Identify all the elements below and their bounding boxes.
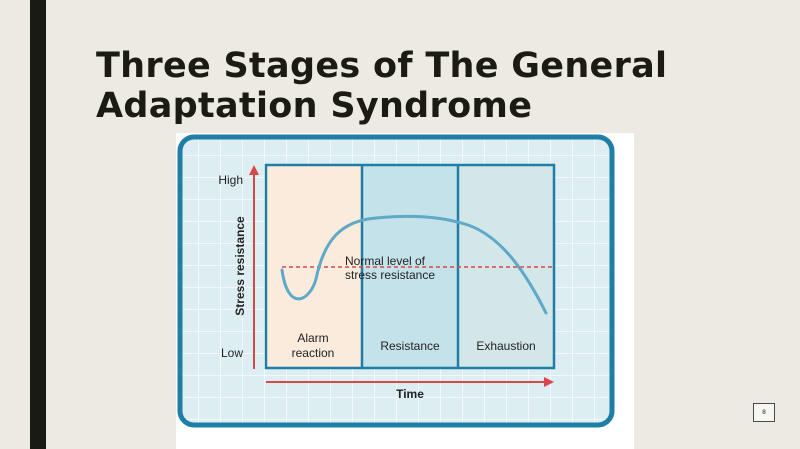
x-axis-label: Time xyxy=(396,387,424,401)
slide-number: 8 xyxy=(753,403,775,422)
stage-label-alarm-line2: reaction xyxy=(292,346,335,360)
y-low-label: Low xyxy=(221,346,243,360)
y-high-label: High xyxy=(218,173,243,187)
normal-level-label-line2: stress resistance xyxy=(345,268,435,282)
stages-border xyxy=(264,163,556,370)
normal-level-label-line1: Normal level of xyxy=(345,254,426,268)
stress-resistance-curve xyxy=(280,214,548,315)
slide-title: Three Stages of The General Adaptation S… xyxy=(96,46,667,126)
title-line-1: Three Stages of The General xyxy=(96,46,668,86)
y-axis-label: Stress resistance xyxy=(233,216,247,316)
stage-label-resistance: Resistance xyxy=(380,339,440,353)
left-accent-bar xyxy=(30,0,46,449)
gas-diagram: High Low Stress resistance Time Normal l… xyxy=(177,134,615,428)
gas-diagram-figure: High Low Stress resistance Time Normal l… xyxy=(176,133,634,449)
title-line-2: Adaptation Syndrome xyxy=(96,86,533,126)
stage-label-exhaustion: Exhaustion xyxy=(476,339,535,353)
stage-label-alarm-line1: Alarm xyxy=(297,331,328,345)
